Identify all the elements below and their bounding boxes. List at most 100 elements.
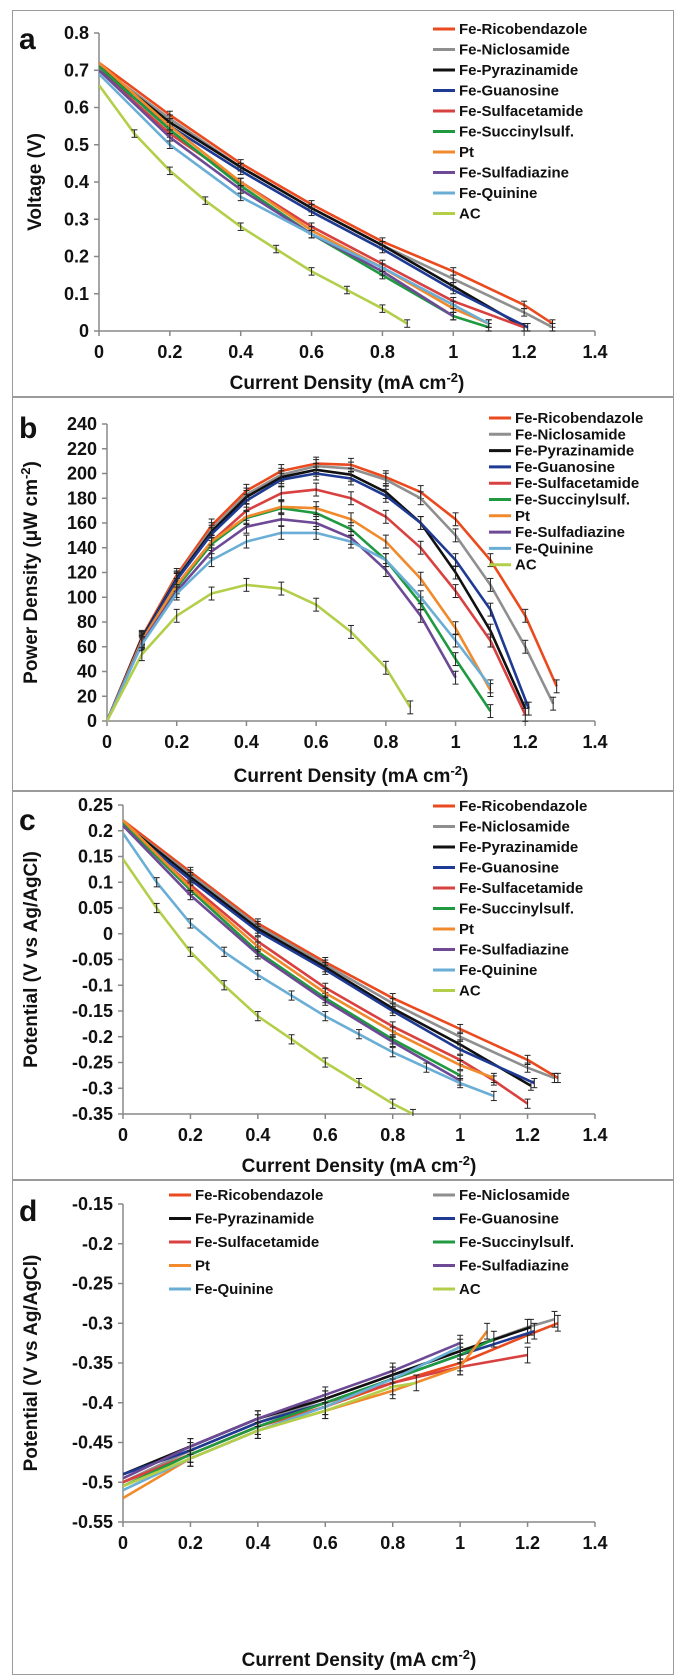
- error-bar: [389, 1047, 396, 1058]
- y-tick-label: 0.1: [64, 284, 89, 304]
- error-bar: [348, 512, 354, 527]
- legend-label: Fe-Pyrazinamide: [515, 443, 634, 460]
- y-tick-label: 0.3: [64, 209, 89, 229]
- series-line: [99, 84, 408, 325]
- error-bar: [487, 602, 494, 617]
- x-tick-label: 0.2: [178, 1125, 203, 1145]
- y-tick-label: 200: [67, 464, 97, 484]
- error-bar: [457, 1044, 464, 1055]
- legend-label: Fe-Guanosine: [459, 83, 559, 100]
- y-axis-label: Power Density (μW cm-2): [18, 461, 42, 684]
- error-bar: [166, 121, 173, 131]
- legend-label: Fe-Succinylsulf.: [459, 1234, 574, 1251]
- error-bar: [308, 207, 315, 217]
- x-axis-label: Current Density (mA cm-2): [242, 1153, 477, 1177]
- y-tick-label: -0.3: [82, 1078, 113, 1098]
- series-line: [123, 824, 461, 1082]
- y-tick-label: 0.2: [64, 247, 89, 267]
- y-tick-label: 0.25: [78, 795, 113, 815]
- panel-letter: d: [19, 1195, 37, 1228]
- error-bar: [131, 129, 138, 138]
- series-line: [107, 531, 492, 722]
- error-bar: [382, 553, 389, 568]
- y-tick-label: 0.15: [78, 847, 113, 867]
- legend-item: Fe-Succinylsulf.: [433, 901, 574, 918]
- error-bar: [313, 525, 320, 540]
- chart-d: d 0 0.2 0.4 0.6 0.8 1 1.2 1.4 -0.55 -0.5 -0.45 -0.4 -…: [19, 1187, 608, 1671]
- legend-label: Fe-Quinine: [459, 185, 537, 202]
- error-bar: [379, 304, 386, 313]
- x-tick-label: 0: [118, 1533, 128, 1553]
- series-line: [107, 583, 412, 722]
- legend-item: Fe-Quinine: [169, 1281, 273, 1298]
- panel-letter: b: [19, 412, 37, 445]
- legend-label: Fe-Sulfacetamide: [195, 1234, 319, 1251]
- legend-label: Fe-Guanosine: [515, 459, 615, 476]
- legend-item: Pt: [489, 508, 530, 525]
- y-tick-label: -0.1: [82, 975, 113, 995]
- error-bar: [531, 1322, 538, 1340]
- x-tick-label: 0.8: [380, 1533, 405, 1553]
- error-bar: [423, 1062, 430, 1073]
- error-bar: [554, 1314, 561, 1332]
- y-axis-label: Voltage (V): [25, 133, 46, 231]
- error-bar: [452, 670, 459, 685]
- error-bar: [457, 1338, 464, 1356]
- error-bar: [237, 166, 244, 176]
- series-fe-quinine: [123, 832, 497, 1102]
- error-bar: [379, 244, 386, 254]
- x-tick-label: 0.2: [157, 342, 182, 362]
- panel-b: b 0 0.2 0.4 0.6 0.8 1 1.2 1.4 0 20 40 60 80 100 120 140 1…: [12, 397, 674, 791]
- legend-item: Fe-Quinine: [433, 962, 537, 979]
- y-tick-label: -0.2: [82, 1234, 113, 1254]
- error-bar: [389, 1005, 396, 1017]
- error-bar: [344, 285, 350, 295]
- legend-item: Fe-Pyrazinamide: [489, 443, 634, 460]
- x-tick-label: 1.4: [582, 1125, 607, 1145]
- legend-label: AC: [459, 206, 481, 223]
- error-bar: [313, 501, 320, 516]
- error-bar: [237, 192, 244, 202]
- error-bar: [389, 1098, 396, 1109]
- y-tick-label: 100: [67, 587, 97, 607]
- error-bar: [389, 1026, 396, 1037]
- legend-item: Fe-Guanosine: [433, 83, 559, 100]
- error-bar: [452, 553, 459, 568]
- panel-letter: c: [19, 804, 36, 837]
- series-line: [107, 505, 492, 722]
- legend-label: AC: [459, 1281, 481, 1298]
- y-tick-label: -0.5: [82, 1472, 113, 1492]
- error-bar: [278, 486, 285, 501]
- error-bar: [490, 1090, 497, 1102]
- x-tick-label: 0.6: [299, 342, 324, 362]
- legend: Fe-Ricobendazole Fe-Niclosamide Fe-Pyrazin…: [433, 21, 587, 223]
- error-bar: [404, 319, 411, 328]
- error-bar: [153, 877, 160, 888]
- panel-d: d 0 0.2 0.4 0.6 0.8 1 1.2 1.4 -0.55 -0.5 -0.45 -0.4 -…: [12, 1180, 674, 1675]
- legend-item: Fe-Niclosamide: [433, 42, 570, 59]
- error-bar: [356, 1029, 362, 1040]
- x-tick-label: 1.4: [582, 342, 607, 362]
- error-bar: [243, 577, 250, 592]
- y-tick-label: 220: [67, 439, 97, 459]
- legend-item: AC: [433, 1281, 481, 1298]
- error-bar: [187, 1450, 194, 1467]
- legend-label: Fe-Sulfacetamide: [515, 475, 639, 492]
- error-bar: [551, 1072, 558, 1084]
- series-line: [123, 821, 555, 1080]
- error-bar: [254, 949, 261, 960]
- series-ac: [123, 1374, 420, 1488]
- y-tick-label: 140: [67, 538, 97, 558]
- y-tick-label: -0.2: [82, 1027, 113, 1047]
- error-bar: [521, 323, 528, 332]
- series-pt: [123, 819, 497, 1084]
- legend-item: AC: [433, 206, 481, 223]
- y-tick-label: 160: [67, 513, 97, 533]
- x-tick-label: 0.8: [370, 342, 395, 362]
- legend-label: Fe-Niclosamide: [459, 1187, 570, 1204]
- error-bar: [417, 540, 424, 555]
- error-bar: [288, 1034, 295, 1045]
- error-bar: [457, 1078, 464, 1089]
- legend-item: Fe-Guanosine: [433, 860, 559, 877]
- y-tick-label: 0: [79, 321, 89, 341]
